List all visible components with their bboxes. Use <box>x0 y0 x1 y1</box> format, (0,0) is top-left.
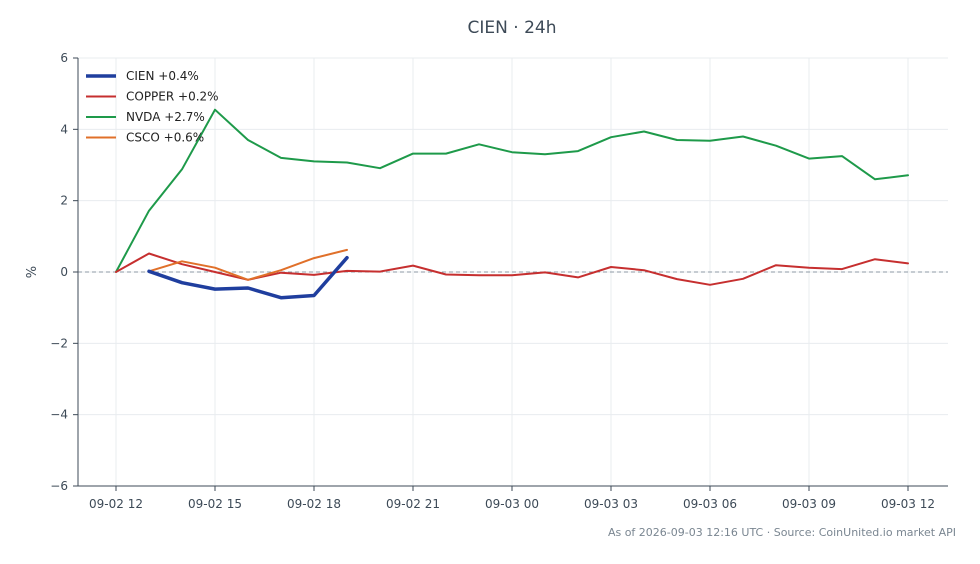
chart-title: CIEN · 24h <box>467 18 557 38</box>
series-line-cien <box>147 255 349 300</box>
y-tick-label: −6 <box>50 479 68 493</box>
y-tick-label: 4 <box>60 122 68 136</box>
legend-label: CSCO +0.6% <box>126 131 204 145</box>
y-tick-label: 2 <box>60 194 68 208</box>
x-tick-label: 09-03 03 <box>584 497 638 511</box>
legend: CIEN +0.4% COPPER +0.2% NVDA +2.7% CSCO +0.… <box>86 69 219 145</box>
y-tick-label: 0 <box>60 265 68 279</box>
series-lines <box>115 108 909 300</box>
x-tick-label: 09-03 00 <box>485 497 539 511</box>
x-tick-label: 09-03 09 <box>782 497 836 511</box>
y-axis-label: % <box>25 266 40 278</box>
series-line-csco <box>148 248 348 281</box>
y-tick-label: 6 <box>60 51 68 65</box>
legend-label: CIEN +0.4% <box>126 69 199 83</box>
x-tick-label: 09-02 15 <box>188 497 242 511</box>
x-tick-label: 09-02 21 <box>386 497 440 511</box>
source-footer: As of 2026-09-03 12:16 UTC · Source: Coi… <box>607 526 956 539</box>
x-tick-label: 09-03 06 <box>683 497 737 511</box>
axes: −6 −4 −2 0 2 4 6 09-02 12 09-02 15 09-02 18 09-02 … <box>25 51 948 511</box>
series-line-nvda <box>115 108 909 273</box>
y-tick-label: −2 <box>50 336 68 350</box>
x-tick-label: 09-02 12 <box>89 497 143 511</box>
x-tick-label: 09-02 18 <box>287 497 341 511</box>
x-tick-label: 09-03 12 <box>881 497 935 511</box>
legend-label: NVDA +2.7% <box>126 110 205 124</box>
y-tick-label: −4 <box>50 408 68 422</box>
legend-label: COPPER +0.2% <box>126 90 219 104</box>
